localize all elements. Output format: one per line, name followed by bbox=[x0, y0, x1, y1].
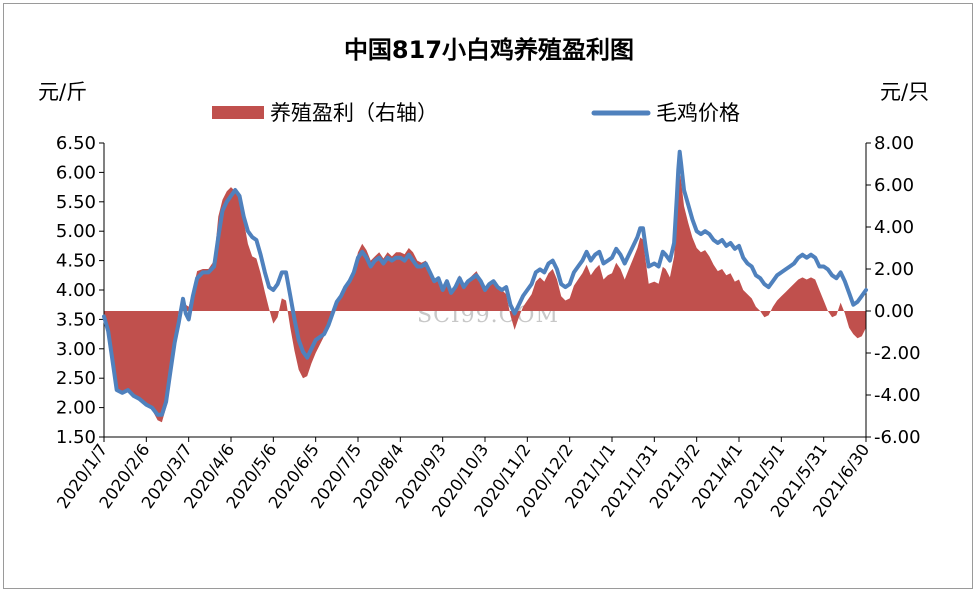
profit-area bbox=[104, 172, 866, 423]
left-tick-label: 3.50 bbox=[56, 309, 96, 330]
right-tick-label: 4.00 bbox=[874, 217, 914, 238]
legend-profit-swatch bbox=[212, 106, 264, 119]
legend: 养殖盈利（右轴） 毛鸡价格 bbox=[212, 101, 740, 125]
left-tick-label: 2.00 bbox=[56, 398, 96, 419]
right-axis-unit: 元/只 bbox=[880, 80, 929, 104]
left-tick-label: 2.50 bbox=[56, 368, 96, 389]
right-tick-label: 6.00 bbox=[874, 175, 914, 196]
right-tick-label: -4.00 bbox=[874, 385, 921, 406]
chart-title: 中国817小白鸡养殖盈利图 bbox=[344, 36, 634, 64]
right-tick-label: 8.00 bbox=[874, 133, 914, 154]
left-tick-label: 5.00 bbox=[56, 221, 96, 242]
left-tick-label: 1.50 bbox=[56, 427, 96, 448]
left-axis-unit: 元/斤 bbox=[38, 80, 87, 104]
right-tick-label: -6.00 bbox=[874, 427, 921, 448]
right-tick-label: 0.00 bbox=[874, 301, 914, 322]
left-tick-label: 5.50 bbox=[56, 192, 96, 213]
left-tick-label: 6.50 bbox=[56, 133, 96, 154]
left-tick-label: 3.00 bbox=[56, 339, 96, 360]
legend-price-label: 毛鸡价格 bbox=[656, 101, 740, 125]
left-tick-label: 6.00 bbox=[56, 162, 96, 183]
right-tick-label: -2.00 bbox=[874, 343, 921, 364]
left-tick-label: 4.00 bbox=[56, 280, 96, 301]
legend-profit-label: 养殖盈利（右轴） bbox=[270, 101, 438, 125]
right-tick-label: 2.00 bbox=[874, 259, 914, 280]
left-tick-label: 4.50 bbox=[56, 251, 96, 272]
price-line bbox=[102, 149, 868, 417]
